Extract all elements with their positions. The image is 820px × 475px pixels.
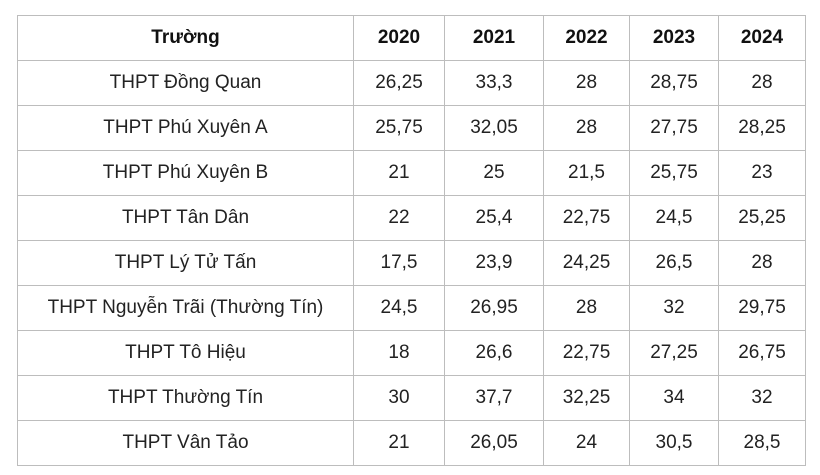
score-cell: 37,7 — [444, 375, 544, 421]
table-row: THPT Nguyễn Trãi (Thường Tín) 24,5 26,95… — [17, 285, 806, 331]
header-year-2022: 2022 — [543, 15, 630, 61]
score-cell: 33,3 — [444, 60, 544, 106]
school-name: THPT Vân Tảo — [17, 420, 354, 466]
table-row: THPT Tân Dân 22 25,4 22,75 24,5 25,25 — [17, 195, 806, 241]
score-cell: 32 — [718, 375, 806, 421]
score-cell: 26,25 — [353, 60, 445, 106]
header-school: Trường — [17, 15, 354, 61]
table-header-row: Trường 2020 2021 2022 2023 2024 — [17, 15, 806, 61]
score-cell: 24,25 — [543, 240, 630, 286]
score-cell: 28,5 — [718, 420, 806, 466]
score-cell: 30 — [353, 375, 445, 421]
score-cell: 29,75 — [718, 285, 806, 331]
table-row: THPT Thường Tín 30 37,7 32,25 34 32 — [17, 375, 806, 421]
score-cell: 17,5 — [353, 240, 445, 286]
score-cell: 18 — [353, 330, 445, 376]
score-cell: 25,75 — [353, 105, 445, 151]
school-name: THPT Phú Xuyên B — [17, 150, 354, 196]
school-name: THPT Nguyễn Trãi (Thường Tín) — [17, 285, 354, 331]
score-cell: 28,75 — [629, 60, 719, 106]
score-cell: 28 — [543, 60, 630, 106]
score-cell: 25,75 — [629, 150, 719, 196]
score-cell: 32,05 — [444, 105, 544, 151]
score-cell: 32 — [629, 285, 719, 331]
score-cell: 23 — [718, 150, 806, 196]
table-row: THPT Đồng Quan 26,25 33,3 28 28,75 28 — [17, 60, 806, 106]
score-cell: 34 — [629, 375, 719, 421]
header-year-2020: 2020 — [353, 15, 445, 61]
score-cell: 24,5 — [629, 195, 719, 241]
score-cell: 27,75 — [629, 105, 719, 151]
score-cell: 21,5 — [543, 150, 630, 196]
table-row: THPT Vân Tảo 21 26,05 24 30,5 28,5 — [17, 420, 806, 466]
score-cell: 30,5 — [629, 420, 719, 466]
score-cell: 28 — [543, 285, 630, 331]
score-cell: 26,95 — [444, 285, 544, 331]
score-cell: 28 — [718, 60, 806, 106]
school-name: THPT Tân Dân — [17, 195, 354, 241]
score-cell: 24,5 — [353, 285, 445, 331]
score-cell: 26,6 — [444, 330, 544, 376]
score-cell: 26,05 — [444, 420, 544, 466]
score-cell: 21 — [353, 150, 445, 196]
table-row: THPT Phú Xuyên B 21 25 21,5 25,75 23 — [17, 150, 806, 196]
score-cell: 24 — [543, 420, 630, 466]
score-cell: 22,75 — [543, 330, 630, 376]
table-row: THPT Tô Hiệu 18 26,6 22,75 27,25 26,75 — [17, 330, 806, 376]
header-year-2021: 2021 — [444, 15, 544, 61]
school-name: THPT Đồng Quan — [17, 60, 354, 106]
header-year-2024: 2024 — [718, 15, 806, 61]
table-row: THPT Phú Xuyên A 25,75 32,05 28 27,75 28… — [17, 105, 806, 151]
score-cell: 22,75 — [543, 195, 630, 241]
score-cell: 25,25 — [718, 195, 806, 241]
score-cell: 28 — [718, 240, 806, 286]
table-row: THPT Lý Tử Tấn 17,5 23,9 24,25 26,5 28 — [17, 240, 806, 286]
score-cell: 26,75 — [718, 330, 806, 376]
score-cell: 23,9 — [444, 240, 544, 286]
score-cell: 28 — [543, 105, 630, 151]
score-cell: 32,25 — [543, 375, 630, 421]
admission-score-table: Trường 2020 2021 2022 2023 2024 THPT Đồn… — [17, 15, 806, 466]
school-name: THPT Tô Hiệu — [17, 330, 354, 376]
score-cell: 25,4 — [444, 195, 544, 241]
score-cell: 27,25 — [629, 330, 719, 376]
score-cell: 22 — [353, 195, 445, 241]
school-name: THPT Thường Tín — [17, 375, 354, 421]
score-cell: 25 — [444, 150, 544, 196]
score-table-container: Trường 2020 2021 2022 2023 2024 THPT Đồn… — [17, 15, 806, 466]
score-cell: 28,25 — [718, 105, 806, 151]
school-name: THPT Lý Tử Tấn — [17, 240, 354, 286]
score-cell: 21 — [353, 420, 445, 466]
header-year-2023: 2023 — [629, 15, 719, 61]
score-cell: 26,5 — [629, 240, 719, 286]
school-name: THPT Phú Xuyên A — [17, 105, 354, 151]
